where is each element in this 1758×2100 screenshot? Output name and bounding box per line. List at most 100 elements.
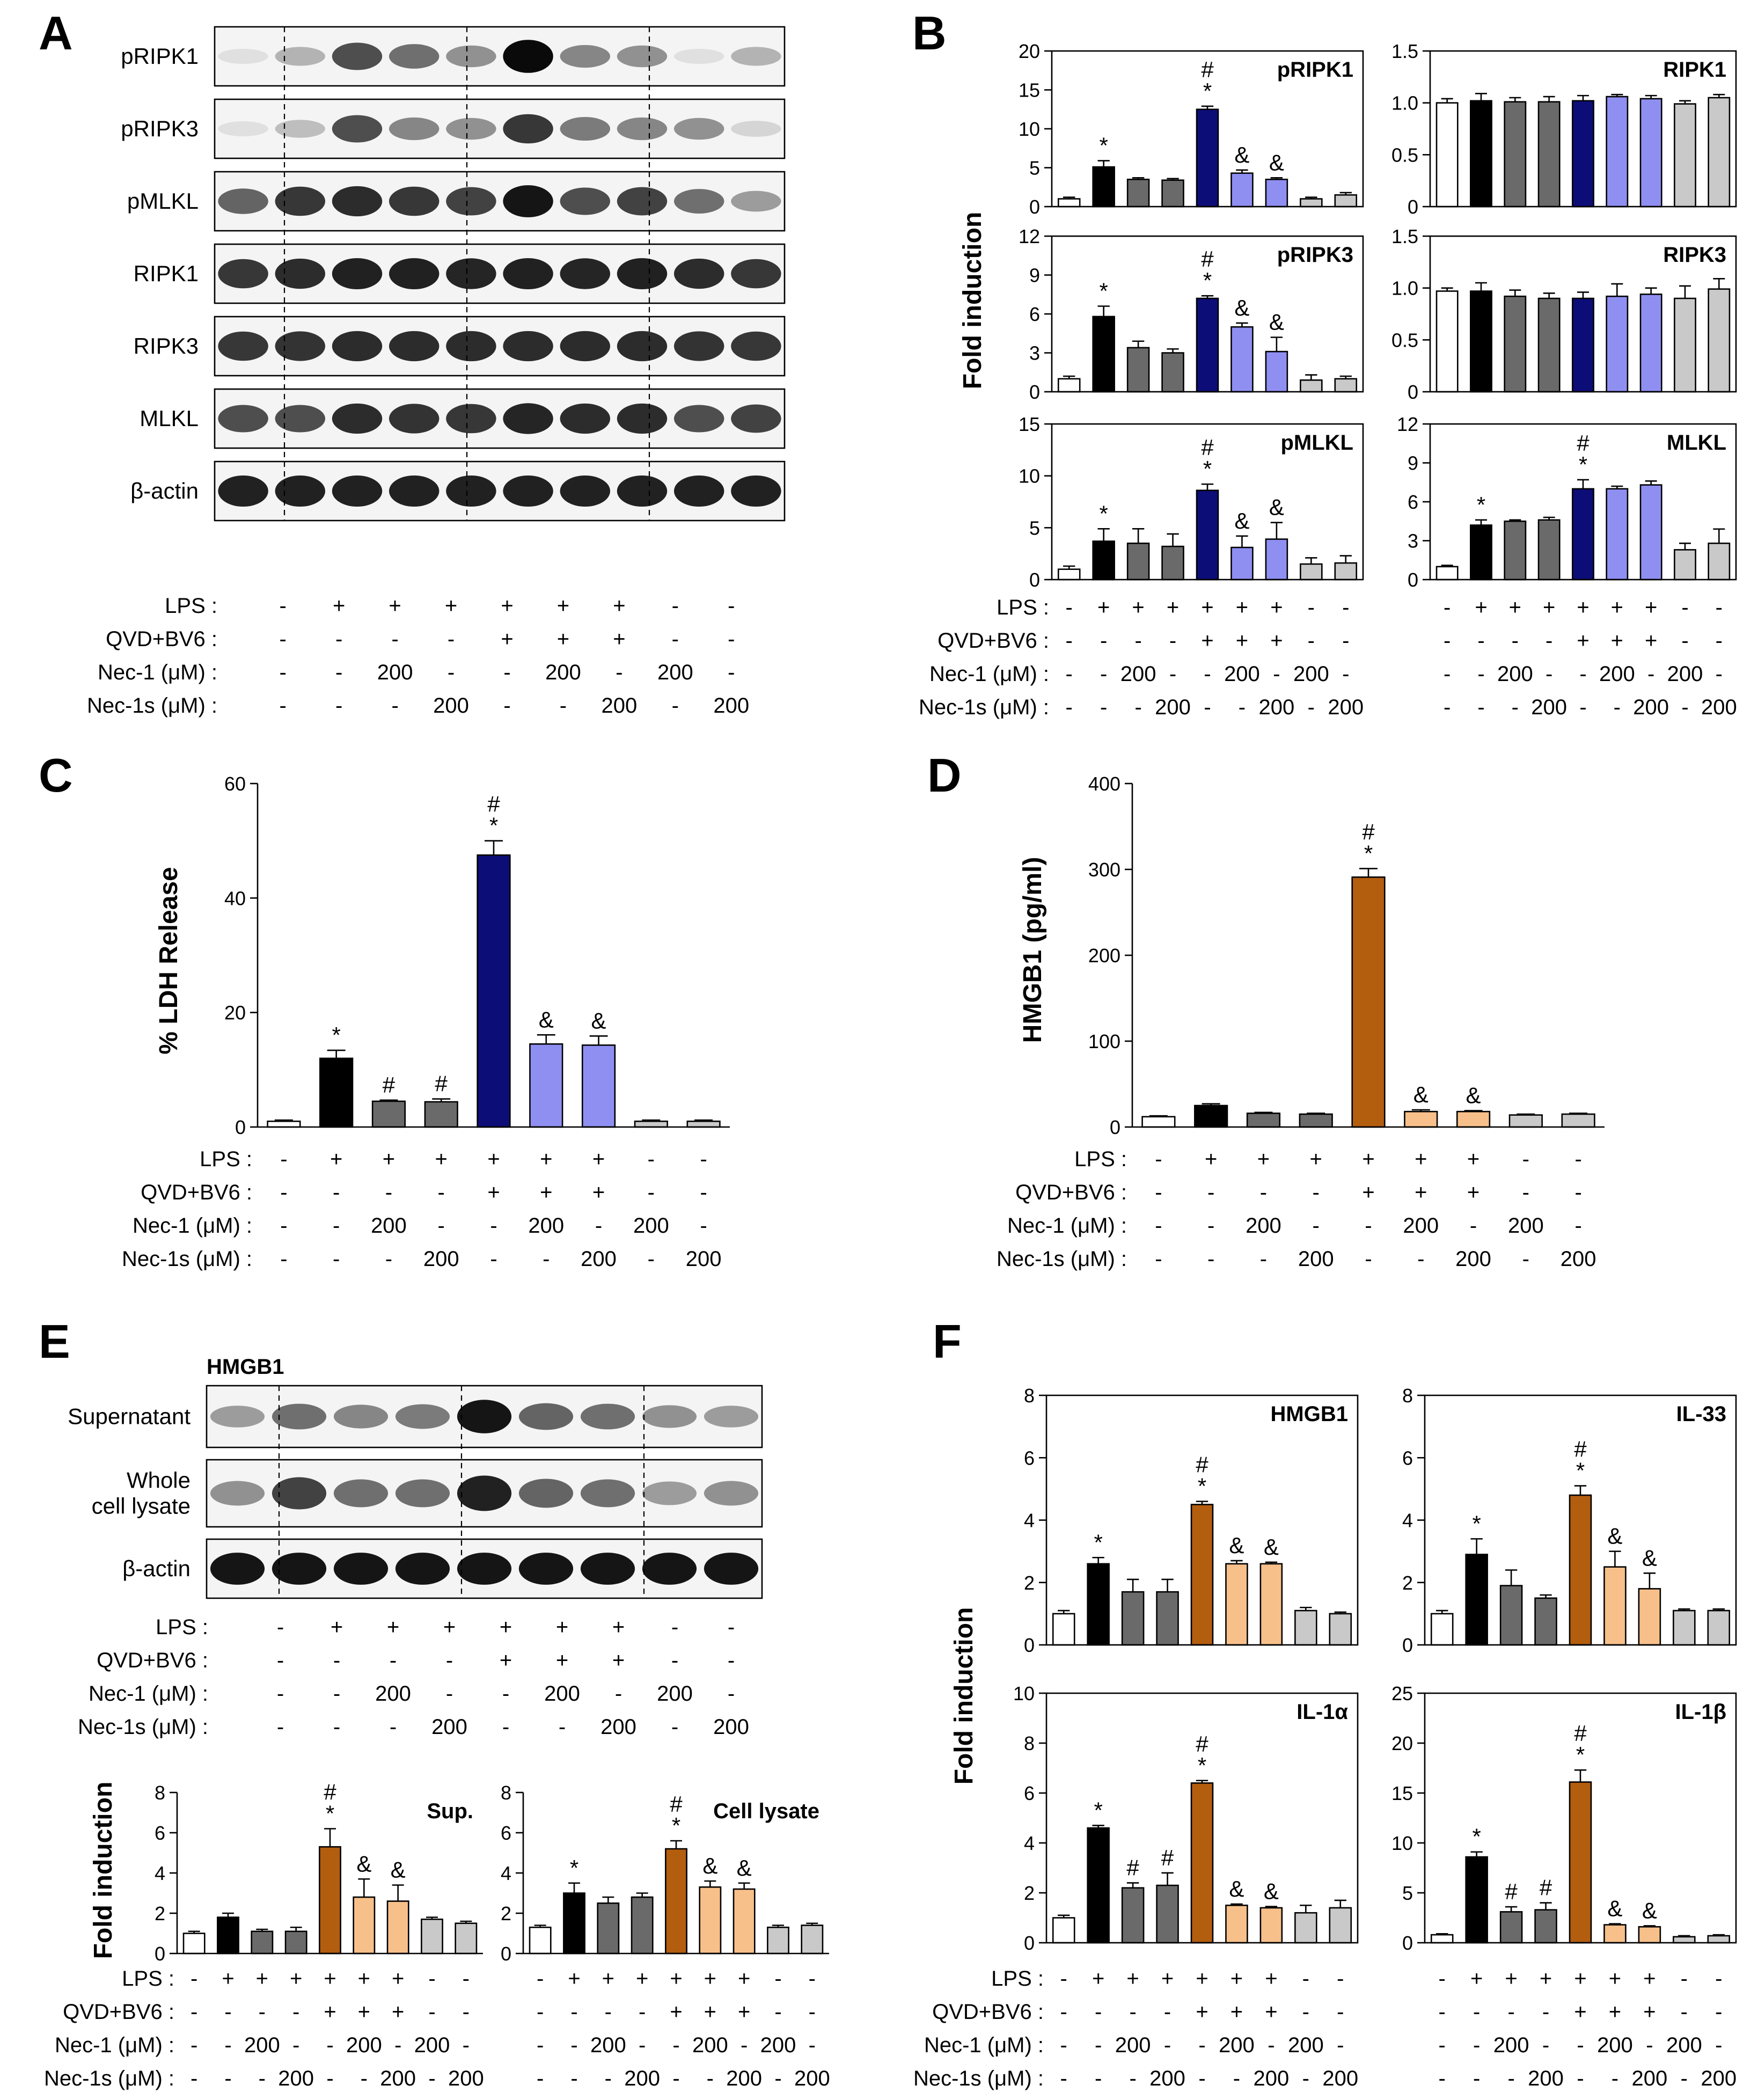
blot-band	[560, 187, 611, 215]
bar	[529, 1043, 563, 1128]
y-tick-label: 0	[1029, 381, 1040, 403]
treatment-value: -	[616, 661, 622, 684]
bar	[1156, 1591, 1179, 1646]
bar	[217, 1916, 239, 1955]
treatment-value: -	[1681, 1967, 1688, 1991]
treatment-label: LPS :	[200, 1147, 252, 1171]
e-y-axis-title: Fold induction	[89, 1782, 118, 1959]
treatment-value: -	[1512, 629, 1519, 653]
bar	[1708, 288, 1731, 393]
y-tick-label: 12	[1397, 413, 1418, 435]
treatment-value: -	[1207, 1181, 1214, 1204]
bar	[1456, 1110, 1491, 1128]
significance-marker: #	[1574, 1721, 1587, 1746]
treatment-value: +	[1257, 1147, 1270, 1171]
y-tick-label: 4	[1024, 1510, 1035, 1532]
treatment-table: - + + + + + + - -- - - - + + + - -- -200- -200-200 -- - -200-…	[1439, 1967, 1737, 2090]
bar	[1265, 538, 1288, 581]
treatment-value: -	[672, 594, 679, 618]
treatment-value: -	[570, 2067, 577, 2090]
blot-band	[503, 258, 553, 290]
treatment-value: -	[333, 1715, 340, 1739]
significance-marker: &	[1642, 1898, 1657, 1923]
y-tick-label: 8	[501, 1782, 511, 1804]
treatment-value: +	[540, 1147, 552, 1171]
blot-band	[457, 1475, 512, 1511]
bar	[1504, 520, 1527, 581]
treatment-value: +	[613, 594, 625, 618]
bar	[1430, 1613, 1454, 1646]
significance-marker: &	[737, 1855, 752, 1881]
treatment-value: -	[560, 694, 567, 718]
bar	[634, 1121, 668, 1128]
treatment-value: -	[292, 2033, 299, 2057]
treatment-value: +	[392, 2000, 404, 2024]
treatment-label: Nec-1s (μM) :	[997, 1247, 1127, 1271]
bar	[1121, 1887, 1145, 1944]
treatment-value: +	[445, 594, 457, 618]
treatment-value: -	[490, 1247, 497, 1271]
blot-band	[503, 40, 553, 73]
bar	[1259, 1563, 1283, 1646]
bar	[1504, 101, 1527, 208]
treatment-value: 200	[1667, 662, 1703, 686]
treatment-value: -	[570, 2000, 577, 2024]
panel-label-f: F	[933, 1315, 962, 1368]
plot-frame	[1051, 423, 1364, 581]
significance-marker: #	[435, 1071, 448, 1096]
treatment-value: -	[280, 661, 287, 684]
blot-e-title: HMGB1	[207, 1355, 284, 1379]
bar	[1087, 1827, 1110, 1944]
treatment-value: +	[1362, 1181, 1374, 1204]
treatment-value: +	[1475, 596, 1487, 619]
treatment-value: +	[1577, 629, 1589, 653]
blot-band	[673, 189, 724, 214]
treatment-value: -	[537, 1967, 544, 1991]
treatment-value: -	[1477, 629, 1484, 653]
treatment-value: +	[331, 1615, 343, 1639]
blot-band	[446, 187, 496, 216]
significance-marker: #	[324, 1780, 336, 1805]
treatment-value: -	[1066, 662, 1073, 686]
treatment-value: -	[1164, 2033, 1171, 2057]
treatment-value: -	[1129, 2000, 1136, 2024]
treatment-label: Nec-1 (μM) :	[1007, 1214, 1127, 1238]
treatment-value: -	[280, 1147, 287, 1171]
blot-label: β-actin	[122, 1556, 191, 1581]
treatment-value: -	[1716, 629, 1723, 653]
treatment-value: -	[280, 1214, 287, 1238]
y-tick-label: 0	[501, 1943, 511, 1965]
y-tick-label: 8	[1024, 1385, 1035, 1407]
bar	[1673, 1609, 1696, 1646]
y-tick-label: 6	[1402, 1447, 1413, 1469]
treatment-value: 200	[624, 2067, 660, 2090]
significance-marker: *	[1198, 1474, 1206, 1499]
blot-band	[503, 114, 553, 144]
blot-band	[560, 258, 611, 289]
significance-marker: &	[1607, 1524, 1622, 1549]
treatment-value: +	[1467, 1181, 1479, 1204]
treatment-value: -	[648, 1181, 655, 1204]
treatment-value: 200	[1701, 2067, 1737, 2090]
blot-band	[503, 185, 553, 217]
significance-marker: &	[356, 1851, 371, 1876]
treatment-value: +	[1270, 629, 1283, 653]
treatment-value: 200	[1528, 2067, 1564, 2090]
treatment-label: QVD+BV6 :	[937, 629, 1049, 653]
y-tick-label: 200	[1088, 945, 1120, 967]
chart-title: Cell lysate	[713, 1799, 819, 1823]
treatment-value: 200	[794, 2067, 830, 2090]
treatment-value: -	[672, 694, 679, 718]
treatment-table: LPS : - + + + + + + - -QVD+BV6 : - - - - + + + - -Nec-1 (μ…	[997, 1147, 1596, 1271]
bar	[1057, 568, 1081, 581]
treatment-value: -	[1439, 2067, 1446, 2090]
treatment-value: -	[639, 2000, 646, 2024]
treatment-table: LPS : - + + + + + + - -QVD+BV6 : - - - - + + + - -Nec-1 (μ…	[913, 1967, 1358, 2090]
significance-marker: #	[1574, 1437, 1587, 1462]
blot-band	[673, 118, 724, 140]
treatment-value: 200	[1254, 2067, 1290, 2090]
bar	[1161, 352, 1184, 393]
